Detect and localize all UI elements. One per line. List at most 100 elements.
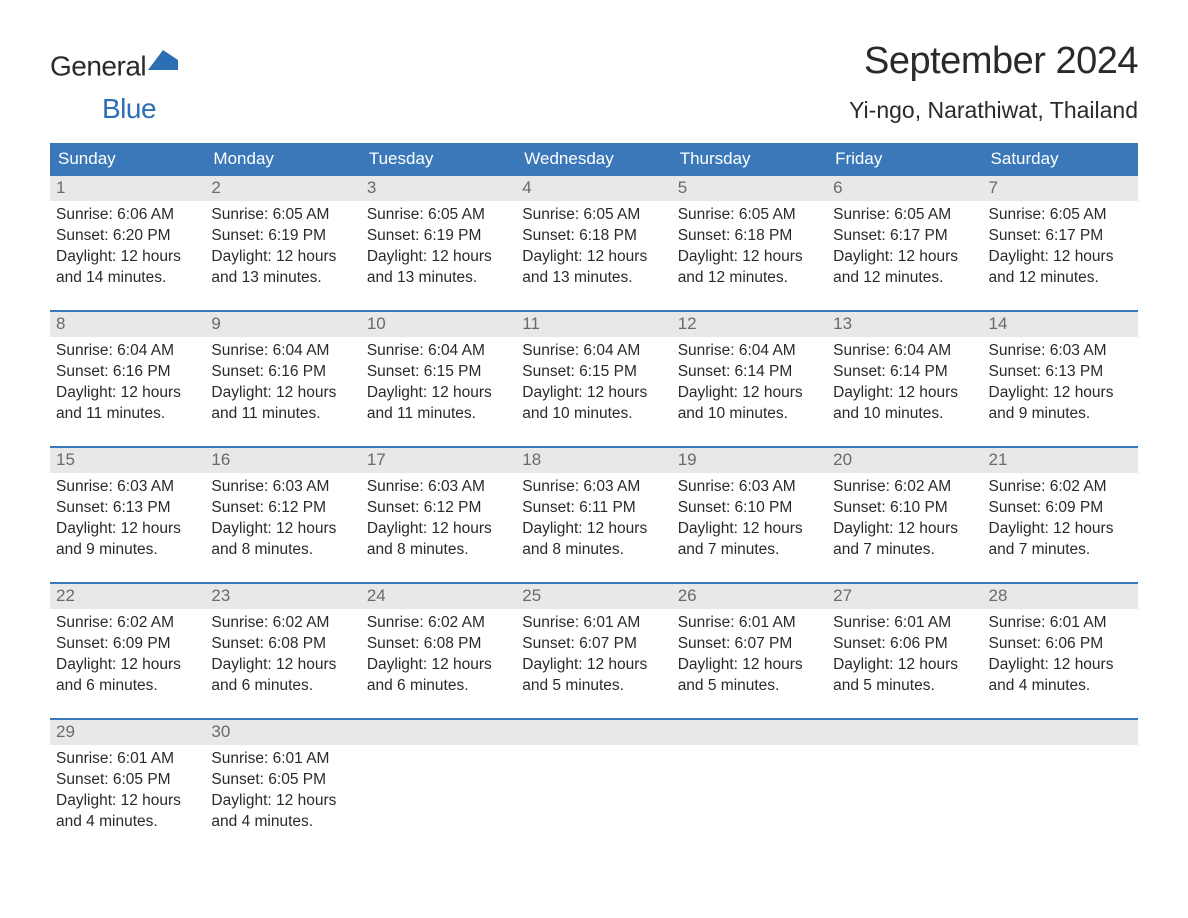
day-d1: Daylight: 12 hours bbox=[56, 791, 199, 812]
day-body: Sunrise: 6:05 AMSunset: 6:18 PMDaylight:… bbox=[516, 201, 671, 293]
day-d1: Daylight: 12 hours bbox=[367, 655, 510, 676]
day-d1: Daylight: 12 hours bbox=[367, 383, 510, 404]
day-d1: Daylight: 12 hours bbox=[522, 383, 665, 404]
day-body: Sunrise: 6:03 AMSunset: 6:10 PMDaylight:… bbox=[672, 473, 827, 565]
day-cell: 19Sunrise: 6:03 AMSunset: 6:10 PMDayligh… bbox=[672, 448, 827, 566]
day-d2: and 6 minutes. bbox=[211, 676, 354, 697]
day-sunrise: Sunrise: 6:01 AM bbox=[211, 749, 354, 770]
day-sunset: Sunset: 6:07 PM bbox=[522, 634, 665, 655]
day-sunset: Sunset: 6:17 PM bbox=[989, 226, 1132, 247]
day-cell: 13Sunrise: 6:04 AMSunset: 6:14 PMDayligh… bbox=[827, 312, 982, 430]
day-cell: 1Sunrise: 6:06 AMSunset: 6:20 PMDaylight… bbox=[50, 176, 205, 294]
day-d1: Daylight: 12 hours bbox=[522, 519, 665, 540]
day-cell: 3Sunrise: 6:05 AMSunset: 6:19 PMDaylight… bbox=[361, 176, 516, 294]
day-number: 17 bbox=[361, 448, 516, 473]
day-cell: 14Sunrise: 6:03 AMSunset: 6:13 PMDayligh… bbox=[983, 312, 1138, 430]
day-sunrise: Sunrise: 6:05 AM bbox=[678, 205, 821, 226]
day-body: Sunrise: 6:05 AMSunset: 6:19 PMDaylight:… bbox=[205, 201, 360, 293]
week-spacer bbox=[50, 702, 1138, 718]
day-number: 10 bbox=[361, 312, 516, 337]
day-d1: Daylight: 12 hours bbox=[367, 247, 510, 268]
day-d2: and 9 minutes. bbox=[989, 404, 1132, 425]
day-sunset: Sunset: 6:12 PM bbox=[367, 498, 510, 519]
day-d1: Daylight: 12 hours bbox=[989, 655, 1132, 676]
day-cell: 30Sunrise: 6:01 AMSunset: 6:05 PMDayligh… bbox=[205, 720, 360, 838]
day-sunset: Sunset: 6:20 PM bbox=[56, 226, 199, 247]
day-d2: and 11 minutes. bbox=[367, 404, 510, 425]
day-cell: 27Sunrise: 6:01 AMSunset: 6:06 PMDayligh… bbox=[827, 584, 982, 702]
day-body: Sunrise: 6:03 AMSunset: 6:12 PMDaylight:… bbox=[361, 473, 516, 565]
day-number: 13 bbox=[827, 312, 982, 337]
day-cell: 20Sunrise: 6:02 AMSunset: 6:10 PMDayligh… bbox=[827, 448, 982, 566]
day-sunset: Sunset: 6:19 PM bbox=[367, 226, 510, 247]
day-sunset: Sunset: 6:16 PM bbox=[211, 362, 354, 383]
day-d2: and 10 minutes. bbox=[678, 404, 821, 425]
day-d2: and 13 minutes. bbox=[367, 268, 510, 289]
day-body: Sunrise: 6:02 AMSunset: 6:09 PMDaylight:… bbox=[50, 609, 205, 701]
day-number: 19 bbox=[672, 448, 827, 473]
day-d2: and 11 minutes. bbox=[56, 404, 199, 425]
day-cell: 29Sunrise: 6:01 AMSunset: 6:05 PMDayligh… bbox=[50, 720, 205, 838]
day-cell: 22Sunrise: 6:02 AMSunset: 6:09 PMDayligh… bbox=[50, 584, 205, 702]
location-subtitle: Yi-ngo, Narathiwat, Thailand bbox=[849, 97, 1138, 124]
day-cell: 8Sunrise: 6:04 AMSunset: 6:16 PMDaylight… bbox=[50, 312, 205, 430]
day-body: Sunrise: 6:03 AMSunset: 6:12 PMDaylight:… bbox=[205, 473, 360, 565]
day-d2: and 13 minutes. bbox=[522, 268, 665, 289]
day-sunrise: Sunrise: 6:02 AM bbox=[833, 477, 976, 498]
day-d1: Daylight: 12 hours bbox=[211, 655, 354, 676]
day-d2: and 8 minutes. bbox=[367, 540, 510, 561]
day-sunrise: Sunrise: 6:04 AM bbox=[367, 341, 510, 362]
day-sunset: Sunset: 6:08 PM bbox=[211, 634, 354, 655]
day-d1: Daylight: 12 hours bbox=[989, 519, 1132, 540]
day-sunset: Sunset: 6:15 PM bbox=[367, 362, 510, 383]
day-number: 24 bbox=[361, 584, 516, 609]
day-sunset: Sunset: 6:13 PM bbox=[56, 498, 199, 519]
day-sunset: Sunset: 6:12 PM bbox=[211, 498, 354, 519]
day-number-empty bbox=[983, 720, 1138, 745]
day-body: Sunrise: 6:02 AMSunset: 6:09 PMDaylight:… bbox=[983, 473, 1138, 565]
day-body: Sunrise: 6:04 AMSunset: 6:14 PMDaylight:… bbox=[827, 337, 982, 429]
day-sunset: Sunset: 6:15 PM bbox=[522, 362, 665, 383]
day-number: 25 bbox=[516, 584, 671, 609]
day-d1: Daylight: 12 hours bbox=[211, 519, 354, 540]
day-sunset: Sunset: 6:17 PM bbox=[833, 226, 976, 247]
day-cell bbox=[983, 720, 1138, 838]
day-number: 22 bbox=[50, 584, 205, 609]
day-header: Monday bbox=[205, 143, 360, 176]
day-number: 3 bbox=[361, 176, 516, 201]
day-sunset: Sunset: 6:18 PM bbox=[522, 226, 665, 247]
day-cell: 23Sunrise: 6:02 AMSunset: 6:08 PMDayligh… bbox=[205, 584, 360, 702]
day-d2: and 13 minutes. bbox=[211, 268, 354, 289]
day-cell: 16Sunrise: 6:03 AMSunset: 6:12 PMDayligh… bbox=[205, 448, 360, 566]
day-d1: Daylight: 12 hours bbox=[833, 519, 976, 540]
day-body: Sunrise: 6:01 AMSunset: 6:07 PMDaylight:… bbox=[672, 609, 827, 701]
day-d1: Daylight: 12 hours bbox=[833, 247, 976, 268]
day-cell: 26Sunrise: 6:01 AMSunset: 6:07 PMDayligh… bbox=[672, 584, 827, 702]
brand-logo: General Blue bbox=[50, 50, 178, 125]
day-cell: 6Sunrise: 6:05 AMSunset: 6:17 PMDaylight… bbox=[827, 176, 982, 294]
day-sunset: Sunset: 6:13 PM bbox=[989, 362, 1132, 383]
day-body: Sunrise: 6:05 AMSunset: 6:17 PMDaylight:… bbox=[827, 201, 982, 293]
day-number: 12 bbox=[672, 312, 827, 337]
day-sunset: Sunset: 6:06 PM bbox=[833, 634, 976, 655]
day-d1: Daylight: 12 hours bbox=[211, 247, 354, 268]
week-row: 29Sunrise: 6:01 AMSunset: 6:05 PMDayligh… bbox=[50, 718, 1138, 838]
month-title: September 2024 bbox=[849, 40, 1138, 83]
day-body: Sunrise: 6:01 AMSunset: 6:07 PMDaylight:… bbox=[516, 609, 671, 701]
day-d2: and 5 minutes. bbox=[522, 676, 665, 697]
day-sunset: Sunset: 6:14 PM bbox=[833, 362, 976, 383]
day-cell: 18Sunrise: 6:03 AMSunset: 6:11 PMDayligh… bbox=[516, 448, 671, 566]
day-number-empty bbox=[827, 720, 982, 745]
week-spacer bbox=[50, 566, 1138, 582]
week-spacer bbox=[50, 294, 1138, 310]
day-sunrise: Sunrise: 6:05 AM bbox=[989, 205, 1132, 226]
day-sunset: Sunset: 6:05 PM bbox=[211, 770, 354, 791]
day-sunset: Sunset: 6:07 PM bbox=[678, 634, 821, 655]
brand-word1: General bbox=[50, 51, 146, 82]
day-d2: and 6 minutes. bbox=[367, 676, 510, 697]
day-sunset: Sunset: 6:08 PM bbox=[367, 634, 510, 655]
day-sunset: Sunset: 6:11 PM bbox=[522, 498, 665, 519]
day-d1: Daylight: 12 hours bbox=[678, 519, 821, 540]
day-sunrise: Sunrise: 6:03 AM bbox=[367, 477, 510, 498]
day-d1: Daylight: 12 hours bbox=[522, 655, 665, 676]
